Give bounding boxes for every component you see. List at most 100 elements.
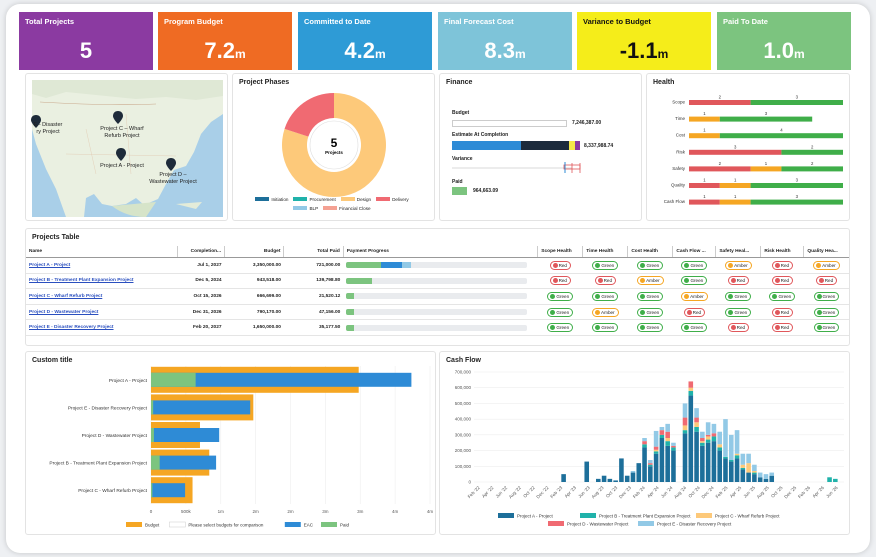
health-bar-green[interactable] bbox=[781, 149, 843, 155]
eac-bar[interactable] bbox=[151, 483, 186, 498]
cash-flow-bar[interactable] bbox=[728, 461, 734, 482]
cash-flow-bar[interactable] bbox=[700, 438, 705, 442]
health-bar-green[interactable] bbox=[781, 166, 843, 172]
cash-flow-bar[interactable] bbox=[694, 431, 699, 482]
legend-item-design[interactable]: Design bbox=[340, 197, 371, 202]
column-header[interactable]: Time Health bbox=[582, 246, 628, 258]
cash-flow-bar[interactable] bbox=[682, 417, 688, 426]
kpi-tile-paid-to-date[interactable]: Paid To Date 1.0m bbox=[717, 12, 851, 70]
legend-label[interactable]: Project C - Wharf Refurb Project bbox=[715, 514, 780, 519]
cash-flow-bar[interactable] bbox=[827, 477, 832, 482]
cash-flow-bar[interactable] bbox=[723, 458, 728, 482]
cash-flow-bar[interactable] bbox=[740, 464, 746, 468]
cash-flow-bar[interactable] bbox=[769, 472, 775, 476]
cash-flow-bar[interactable] bbox=[746, 453, 751, 464]
eac-bar[interactable] bbox=[452, 141, 580, 150]
cash-flow-bar[interactable] bbox=[648, 464, 653, 467]
cash-flow-bar[interactable] bbox=[752, 464, 757, 471]
project-link[interactable]: Project E - Disaster Recovery Project bbox=[29, 325, 114, 331]
cash-flow-bar[interactable] bbox=[740, 453, 746, 465]
table-row[interactable]: Project C - Wharf Refurb Project Oct 15, … bbox=[26, 288, 849, 305]
cash-flow-bar[interactable] bbox=[711, 441, 717, 482]
cash-flow-bar[interactable] bbox=[653, 446, 659, 450]
cash-flow-bar[interactable] bbox=[833, 478, 838, 482]
table-row[interactable]: Project E - Disaster Recovery Project Feb… bbox=[26, 319, 849, 336]
legend-label[interactable]: Please select budgets for comparison bbox=[188, 523, 264, 528]
paid-bar[interactable] bbox=[151, 372, 196, 387]
paid-bar[interactable] bbox=[151, 483, 153, 498]
column-header[interactable]: Cost Health bbox=[627, 246, 673, 258]
eac-bar[interactable] bbox=[151, 428, 220, 442]
cash-flow-bar[interactable] bbox=[642, 447, 647, 482]
cash-flow-bar[interactable] bbox=[682, 403, 688, 418]
health-bar-red[interactable] bbox=[689, 183, 720, 188]
cash-flow-bar[interactable] bbox=[740, 469, 746, 482]
health-bar-amber[interactable] bbox=[689, 133, 720, 139]
cash-flow-bar[interactable] bbox=[694, 408, 699, 418]
legend-label[interactable]: Project B - Treatment Plant Expansion Pr… bbox=[599, 514, 691, 519]
cash-flow-bar[interactable] bbox=[561, 474, 566, 482]
cash-flow-bar[interactable] bbox=[717, 447, 722, 451]
cash-flow-bar[interactable] bbox=[705, 422, 711, 435]
cash-flow-bar[interactable] bbox=[700, 445, 705, 482]
cash-flow-bar[interactable] bbox=[665, 423, 670, 432]
cash-flow-bar[interactable] bbox=[752, 471, 757, 473]
cash-flow-bar[interactable] bbox=[705, 436, 711, 440]
eac-bar[interactable] bbox=[151, 455, 217, 470]
legend-item-blp[interactable]: BLP bbox=[293, 206, 318, 211]
cash-flow-bar[interactable] bbox=[671, 447, 676, 451]
budget-bar[interactable] bbox=[452, 120, 567, 127]
cash-flow-bar[interactable] bbox=[734, 453, 740, 456]
cash-flow-bar[interactable] bbox=[653, 453, 659, 482]
cash-flow-bar[interactable] bbox=[642, 441, 647, 445]
custom-bar-chart[interactable]: 0 500k 1m 2m 2m 3m 3m 4m 4m Project A - Project Pr… bbox=[26, 352, 437, 536]
kpi-tile-committed-to-date[interactable]: Committed to Date 4.2m bbox=[298, 12, 432, 70]
health-bar-green[interactable] bbox=[750, 100, 843, 105]
health-bar-red[interactable] bbox=[689, 199, 720, 205]
column-header[interactable]: Name bbox=[26, 246, 178, 258]
cash-flow-bar[interactable] bbox=[613, 480, 618, 482]
legend-item-procurement[interactable]: Procurement bbox=[293, 197, 336, 202]
table-row[interactable]: Project A - Project Jul 1, 2027 3,350,000.… bbox=[26, 257, 849, 274]
cash-flow-bar[interactable] bbox=[700, 441, 705, 443]
health-bar-amber[interactable] bbox=[719, 199, 751, 205]
column-header[interactable]: Scope Health bbox=[537, 246, 583, 258]
cash-flow-bar[interactable] bbox=[671, 445, 676, 448]
cash-flow-bar[interactable] bbox=[653, 449, 659, 452]
paid-bar[interactable] bbox=[452, 187, 467, 195]
cash-flow-bar[interactable] bbox=[688, 387, 694, 391]
cash-flow-chart[interactable]: 700,000 600,000 500,000 400,000 300,000 200,0… bbox=[440, 352, 851, 536]
cash-flow-bar[interactable] bbox=[607, 478, 613, 482]
column-header[interactable]: Budget bbox=[224, 246, 284, 258]
cash-flow-bar[interactable] bbox=[642, 444, 647, 448]
cash-flow-bar[interactable] bbox=[705, 442, 711, 482]
legend-label[interactable]: Budget bbox=[145, 523, 160, 528]
cash-flow-bar[interactable] bbox=[682, 425, 688, 431]
legend-item-initiation[interactable]: Initiation bbox=[255, 197, 288, 202]
donut-slice-delivery[interactable] bbox=[284, 93, 334, 137]
column-header[interactable]: Safety Heal... bbox=[715, 246, 761, 258]
cash-flow-bar[interactable] bbox=[653, 430, 659, 447]
eac-bar[interactable] bbox=[151, 400, 251, 415]
kpi-tile-variance-to-budget[interactable]: Variance to Budget -1.1m bbox=[577, 12, 711, 70]
cash-flow-bar[interactable] bbox=[700, 442, 705, 446]
cash-flow-bar[interactable] bbox=[688, 381, 694, 388]
column-header[interactable]: Quality Hea... bbox=[803, 246, 849, 258]
cash-flow-bar[interactable] bbox=[665, 445, 670, 482]
paid-bar[interactable] bbox=[151, 400, 154, 415]
cash-flow-bar[interactable] bbox=[757, 477, 763, 482]
cash-flow-bar[interactable] bbox=[694, 417, 699, 423]
cash-flow-bar[interactable] bbox=[659, 434, 665, 438]
cash-flow-bar[interactable] bbox=[648, 460, 653, 464]
map[interactable]: E - Disaster ry Project Project C – Whar… bbox=[26, 74, 229, 222]
cash-flow-bar[interactable] bbox=[694, 427, 699, 432]
paid-bar[interactable] bbox=[151, 455, 160, 470]
health-bar-red[interactable] bbox=[689, 149, 782, 155]
cash-flow-bar[interactable] bbox=[705, 439, 711, 443]
legend-item-delivery[interactable]: Delivery bbox=[376, 197, 409, 202]
cash-flow-bar[interactable] bbox=[746, 463, 751, 473]
health-bar-red[interactable] bbox=[689, 166, 751, 172]
project-link[interactable]: Project B - Treatment Plant Expansion Pr… bbox=[29, 278, 134, 284]
cash-flow-bar[interactable] bbox=[734, 455, 740, 459]
project-link[interactable]: Project D - Wastewater Project bbox=[29, 309, 99, 315]
